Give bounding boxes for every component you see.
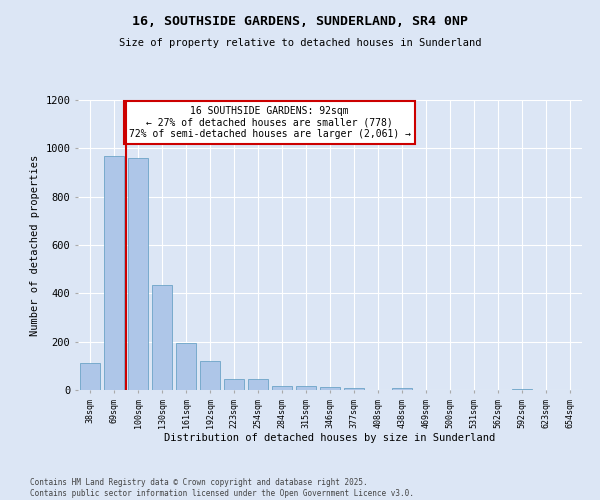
X-axis label: Distribution of detached houses by size in Sunderland: Distribution of detached houses by size …: [164, 433, 496, 443]
Bar: [152, 285, 172, 390]
Text: Contains HM Land Registry data © Crown copyright and database right 2025.
Contai: Contains HM Land Registry data © Crown c…: [30, 478, 414, 498]
Bar: [200, 361, 220, 390]
Bar: [176, 344, 196, 390]
Bar: [392, 388, 412, 390]
Bar: [272, 386, 292, 390]
Text: Size of property relative to detached houses in Sunderland: Size of property relative to detached ho…: [119, 38, 481, 48]
Bar: [344, 388, 364, 390]
Bar: [128, 158, 148, 390]
Y-axis label: Number of detached properties: Number of detached properties: [30, 154, 40, 336]
Text: 16, SOUTHSIDE GARDENS, SUNDERLAND, SR4 0NP: 16, SOUTHSIDE GARDENS, SUNDERLAND, SR4 0…: [132, 15, 468, 28]
Bar: [80, 364, 100, 390]
Bar: [296, 386, 316, 390]
Bar: [248, 379, 268, 390]
Bar: [224, 379, 244, 390]
Text: 16 SOUTHSIDE GARDENS: 92sqm
← 27% of detached houses are smaller (778)
72% of se: 16 SOUTHSIDE GARDENS: 92sqm ← 27% of det…: [128, 106, 410, 139]
Bar: [512, 389, 532, 390]
Bar: [320, 387, 340, 390]
Bar: [104, 156, 124, 390]
